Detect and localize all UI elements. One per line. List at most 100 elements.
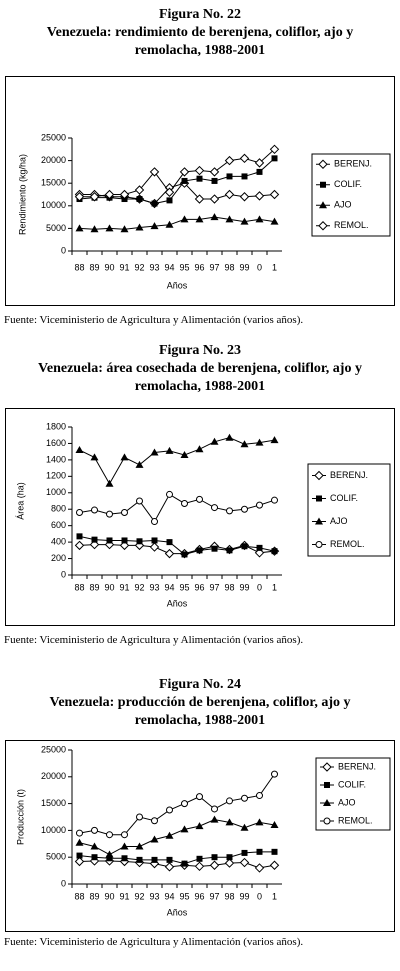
marker (150, 222, 159, 230)
y-tick-label: 1800 (46, 421, 66, 431)
marker (136, 813, 143, 821)
x-tick-label: 89 (89, 891, 99, 901)
chart-border (5, 740, 395, 932)
marker (76, 509, 83, 517)
x-axis-label: Años (167, 907, 188, 917)
source-note: Fuente: Viceministerio de Agricultura y … (4, 936, 304, 948)
marker (320, 181, 326, 188)
marker (136, 196, 143, 203)
marker (105, 224, 114, 232)
x-tick-label: 95 (179, 582, 189, 592)
marker (196, 547, 203, 554)
x-tick-label: 99 (239, 891, 249, 901)
legend-label: REMOL. (338, 815, 373, 825)
marker (181, 860, 188, 867)
y-tick-label: 10000 (41, 200, 66, 210)
legend-label: REMOL. (330, 539, 365, 549)
legend-label: AJO (338, 797, 356, 807)
legend-label: BERENJ. (330, 470, 368, 480)
x-tick-label: 99 (239, 582, 249, 592)
source-note: Fuente: Viceministerio de Agricultura y … (4, 634, 304, 646)
marker (324, 782, 330, 788)
marker (134, 185, 145, 195)
marker (270, 217, 279, 225)
marker (136, 538, 143, 545)
marker (270, 436, 279, 444)
marker (240, 823, 249, 831)
series-line (79, 819, 275, 856)
marker (210, 437, 219, 445)
marker (210, 213, 219, 221)
marker (241, 173, 248, 180)
marker (196, 495, 203, 503)
marker (165, 220, 174, 228)
x-tick-label: 88 (74, 891, 84, 901)
x-tick-label: 92 (134, 582, 144, 592)
figure-title: Figura No. 22 (158, 7, 242, 22)
marker (271, 848, 278, 855)
marker (106, 855, 113, 862)
x-tick-label: 1 (272, 582, 277, 592)
y-tick-label: 800 (51, 504, 66, 514)
x-tick-label: 93 (149, 891, 159, 901)
x-tick-label: 91 (119, 582, 129, 592)
marker (75, 224, 84, 232)
marker (76, 829, 83, 837)
y-axis-label: Rendimiento (kg/ha) (17, 154, 27, 235)
x-tick-label: 94 (164, 582, 174, 592)
y-axis-label: Producción (t) (15, 789, 25, 845)
marker (90, 842, 99, 850)
x-tick-label: 98 (224, 891, 234, 901)
marker (226, 173, 233, 180)
marker (270, 821, 279, 829)
x-tick-label: 97 (209, 582, 219, 592)
marker (166, 856, 173, 863)
marker (120, 225, 129, 233)
legend-box (307, 463, 391, 557)
marker (136, 856, 143, 863)
marker (241, 849, 248, 856)
marker (226, 854, 233, 861)
marker (89, 192, 100, 202)
legend-box (311, 153, 391, 237)
marker (225, 818, 234, 826)
marker (271, 770, 278, 778)
x-tick-label: 90 (104, 262, 114, 272)
marker (180, 450, 189, 458)
marker (269, 860, 280, 870)
marker (165, 446, 174, 454)
y-tick-label: 15000 (41, 178, 66, 188)
marker (196, 855, 203, 862)
x-tick-label: 91 (119, 891, 129, 901)
x-tick-label: 93 (149, 582, 159, 592)
marker (165, 831, 174, 839)
figure-title: Figura No. 23 (158, 343, 242, 358)
x-tick-label: 93 (149, 262, 159, 272)
x-tick-label: 90 (104, 582, 114, 592)
marker (151, 518, 158, 526)
x-tick-label: 1 (272, 262, 277, 272)
x-tick-label: 96 (194, 891, 204, 901)
marker (181, 177, 188, 184)
marker (121, 855, 128, 862)
marker (323, 799, 331, 806)
marker (195, 445, 204, 453)
marker (256, 501, 263, 509)
marker (239, 153, 250, 164)
marker (194, 194, 205, 204)
x-tick-label: 1 (272, 891, 277, 901)
marker (166, 197, 173, 204)
marker (239, 857, 250, 868)
series-line (79, 437, 275, 485)
marker (75, 838, 84, 846)
marker (318, 221, 328, 231)
legend-label: COLIF. (334, 179, 362, 189)
x-tick-label: 0 (257, 582, 262, 592)
chart-border (5, 408, 395, 626)
x-tick-label: 96 (194, 262, 204, 272)
marker (319, 201, 327, 209)
marker (121, 831, 128, 839)
y-tick-label: 600 (51, 520, 66, 530)
marker (121, 537, 128, 544)
marker (254, 191, 265, 201)
